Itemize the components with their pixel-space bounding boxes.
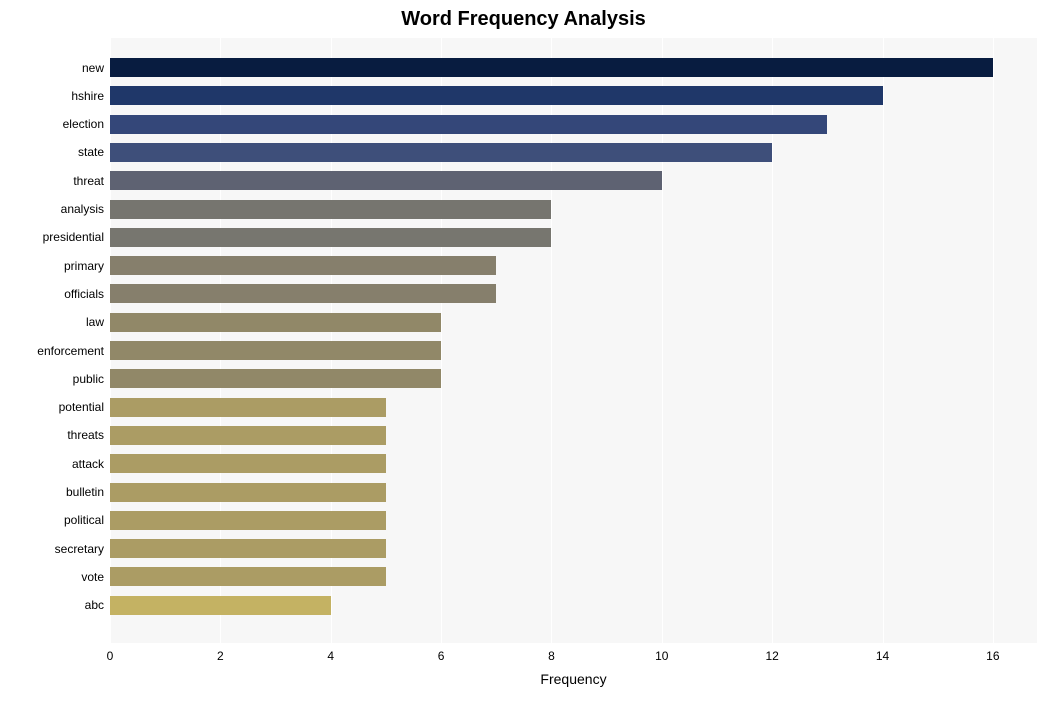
y-tick-label: potential bbox=[59, 400, 104, 414]
y-tick-label: threats bbox=[67, 428, 104, 442]
y-tick-label: officials bbox=[64, 287, 104, 301]
bar bbox=[110, 369, 441, 388]
y-tick-label: enforcement bbox=[37, 344, 104, 358]
x-axis-label: Frequency bbox=[110, 671, 1037, 687]
gridline bbox=[883, 38, 884, 643]
y-tick-label: public bbox=[73, 372, 104, 386]
x-tick-label: 14 bbox=[876, 649, 889, 663]
y-tick-label: attack bbox=[72, 457, 104, 471]
y-tick-label: state bbox=[78, 145, 104, 159]
bar bbox=[110, 398, 386, 417]
y-tick-label: threat bbox=[73, 174, 104, 188]
x-tick-label: 10 bbox=[655, 649, 668, 663]
bar bbox=[110, 313, 441, 332]
bar bbox=[110, 567, 386, 586]
y-tick-label: secretary bbox=[55, 542, 104, 556]
y-tick-label: law bbox=[86, 315, 104, 329]
bar bbox=[110, 143, 772, 162]
x-tick-label: 4 bbox=[327, 649, 334, 663]
bar bbox=[110, 228, 551, 247]
y-tick-label: primary bbox=[64, 259, 104, 273]
x-tick-label: 16 bbox=[986, 649, 999, 663]
plot-area bbox=[110, 38, 1037, 643]
bar bbox=[110, 115, 827, 134]
x-tick-label: 6 bbox=[438, 649, 445, 663]
x-tick-label: 0 bbox=[107, 649, 114, 663]
y-tick-label: new bbox=[82, 61, 104, 75]
bar bbox=[110, 539, 386, 558]
bar bbox=[110, 86, 883, 105]
y-tick-label: vote bbox=[81, 570, 104, 584]
chart-container: Word Frequency Analysis Frequency 0 2 4 6 8 1… bbox=[0, 0, 1047, 701]
y-tick-label: political bbox=[64, 513, 104, 527]
y-tick-label: presidential bbox=[43, 230, 104, 244]
bar bbox=[110, 171, 662, 190]
bar bbox=[110, 454, 386, 473]
y-tick-label: election bbox=[63, 117, 104, 131]
y-tick-label: hshire bbox=[71, 89, 104, 103]
x-tick-label: 12 bbox=[765, 649, 778, 663]
bar bbox=[110, 200, 551, 219]
y-tick-label: abc bbox=[85, 598, 104, 612]
bar bbox=[110, 256, 496, 275]
y-tick-label: analysis bbox=[61, 202, 104, 216]
bar bbox=[110, 341, 441, 360]
chart-title: Word Frequency Analysis bbox=[0, 8, 1047, 31]
bar bbox=[110, 596, 331, 615]
y-tick-label: bulletin bbox=[66, 485, 104, 499]
bar bbox=[110, 284, 496, 303]
x-tick-label: 8 bbox=[548, 649, 555, 663]
bar bbox=[110, 511, 386, 530]
bar bbox=[110, 483, 386, 502]
bar bbox=[110, 426, 386, 445]
x-tick-label: 2 bbox=[217, 649, 224, 663]
bar bbox=[110, 58, 993, 77]
gridline bbox=[993, 38, 994, 643]
